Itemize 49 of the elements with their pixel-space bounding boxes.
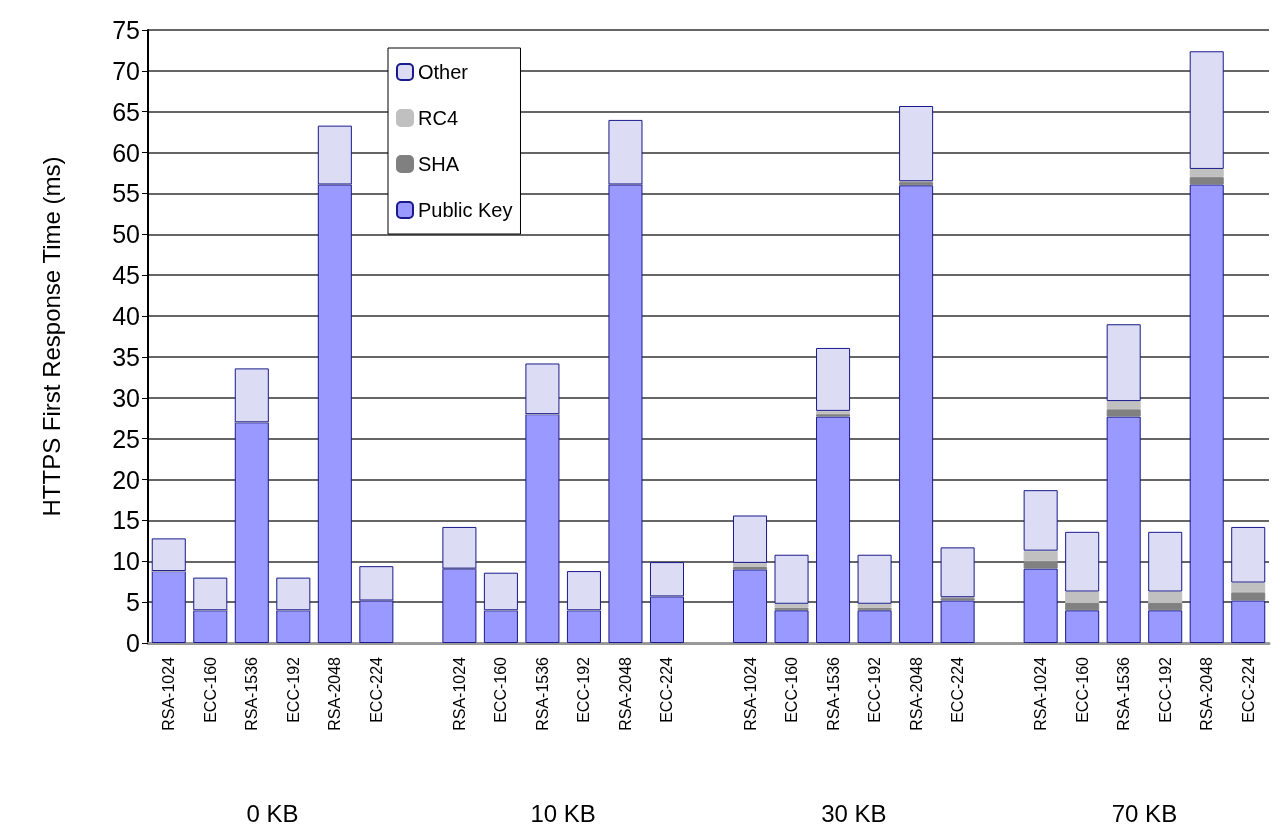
y-tick-label: 5 — [126, 588, 140, 617]
x-tick-label: RSA-1536 — [243, 656, 261, 731]
x-tick-label: RSA-1024 — [450, 656, 468, 731]
y-tick-label: 20 — [112, 465, 140, 494]
x-tick-label: ECC-192 — [575, 656, 593, 723]
x-tick-label: ECC-160 — [492, 656, 510, 723]
y-tick-label: 45 — [112, 261, 140, 290]
y-tick-label: 70 — [112, 56, 140, 85]
legend-label: SHA — [418, 153, 460, 175]
y-tick-label: 50 — [112, 220, 140, 249]
y-tick-label: 40 — [112, 302, 140, 331]
y-tick-label: 65 — [112, 97, 140, 126]
y-tick-label: 10 — [112, 547, 140, 576]
x-tick-label: RSA-1024 — [1032, 656, 1050, 731]
x-tick-label: ECC-160 — [783, 656, 801, 723]
legend-label: RC4 — [418, 107, 459, 129]
y-tick-label: 55 — [112, 179, 140, 208]
y-tick-label: 60 — [112, 138, 140, 167]
x-tick-label: RSA-1024 — [741, 656, 759, 731]
x-tick-label: ECC-224 — [1239, 656, 1257, 723]
y-tick-label: 15 — [112, 506, 140, 535]
x-tick-label: ECC-192 — [1156, 656, 1174, 723]
x-tick-label: ECC-192 — [866, 656, 884, 723]
text: 0 KB — [246, 799, 299, 827]
y-tick-label: 75 — [112, 16, 140, 44]
x-tick-label: RSA-1536 — [533, 656, 551, 731]
x-tick-label: RSA-1536 — [824, 656, 842, 731]
x-tick-label: RSA-2048 — [616, 656, 634, 731]
x-tick-label: RSA-1536 — [1115, 656, 1133, 731]
x-tick-label: ECC-160 — [201, 656, 219, 723]
x-tick-label: RSA-2048 — [326, 656, 344, 731]
x-tick-label: RSA-1024 — [160, 656, 178, 731]
y-tick-label: 30 — [112, 383, 140, 412]
y-tick-label: 35 — [112, 342, 140, 371]
text: 10 KB — [530, 799, 596, 827]
text: 70 KB — [1111, 799, 1178, 827]
x-tick-label: ECC-192 — [284, 656, 302, 723]
x-tick-label: RSA-2048 — [907, 656, 925, 731]
y-tick-label: 25 — [112, 424, 140, 453]
x-tick-label: ECC-224 — [658, 656, 676, 723]
legend-label: Other — [418, 61, 469, 83]
x-tick-label: RSA-2048 — [1198, 656, 1216, 731]
x-tick-label: ECC-224 — [367, 656, 385, 723]
y-tick-label: 0 — [126, 629, 140, 657]
x-tick-label: ECC-224 — [949, 656, 967, 723]
text: 30 KB — [821, 799, 887, 827]
y-axis-title: HTTPS First Response Time (ms) — [37, 156, 65, 517]
legend-label: Public Key — [418, 199, 513, 221]
x-tick-label: ECC-160 — [1073, 656, 1091, 723]
